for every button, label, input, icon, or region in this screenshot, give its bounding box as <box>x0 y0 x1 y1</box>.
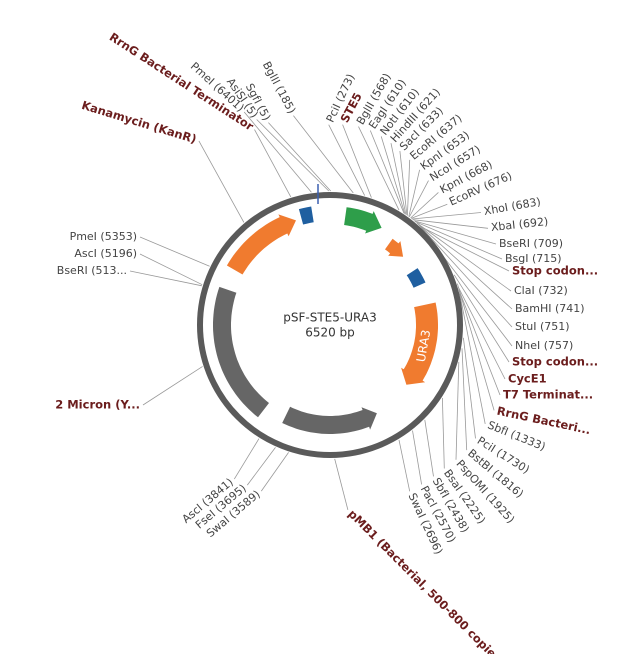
site-label: BseRI (709) <box>499 237 563 250</box>
leader-line <box>254 129 292 198</box>
leader-line <box>421 226 510 272</box>
leader-line <box>260 452 289 492</box>
leader-line <box>256 119 330 192</box>
leader-line <box>408 169 420 217</box>
leader-line <box>412 430 422 485</box>
site-label: BseRI (513... <box>57 264 127 277</box>
leader-line <box>411 212 482 220</box>
site-label: PmeI (5353) <box>70 230 137 243</box>
feature-arc <box>385 238 404 257</box>
leader-line <box>414 220 497 245</box>
leader-line <box>407 159 411 216</box>
feature-arc <box>298 206 314 225</box>
feature-arcs: URA3 <box>213 206 438 434</box>
leader-line <box>129 270 202 287</box>
feature-arc <box>344 207 382 234</box>
feature-label: T7 Terminat... <box>503 388 593 402</box>
leader-line <box>380 136 406 215</box>
leader-line <box>459 292 501 396</box>
feature-arc <box>226 214 296 275</box>
leader-line <box>142 366 203 406</box>
leader-line <box>246 447 276 486</box>
site-label: BamHI (741) <box>515 302 585 315</box>
leader-line <box>139 236 210 267</box>
leader-line <box>390 143 407 215</box>
leader-line <box>412 219 489 229</box>
site-label: XbaI (692) <box>490 215 549 234</box>
feature-label: CycE1 <box>508 372 547 386</box>
leader-line <box>463 337 476 439</box>
leader-line <box>418 224 513 328</box>
leader-line <box>415 221 503 260</box>
feature-label: Stop codon... <box>512 264 598 278</box>
site-label: XhoI (683) <box>483 195 542 218</box>
leader-lines <box>129 111 513 511</box>
leader-line <box>461 348 468 451</box>
feature-arc <box>282 406 377 434</box>
leader-line <box>358 126 400 211</box>
leader-line <box>410 192 439 219</box>
leader-line <box>458 287 506 380</box>
leader-line <box>417 223 513 310</box>
leader-line <box>268 122 331 192</box>
leader-line <box>416 222 512 292</box>
arrow-label: URA3 <box>414 329 433 363</box>
feature-arc <box>213 286 269 418</box>
feature-label: 2 Micron (Y... <box>55 398 140 412</box>
leader-line <box>399 151 408 216</box>
leader-line <box>198 140 245 223</box>
leader-line <box>455 361 460 460</box>
backbone-ring <box>197 192 463 458</box>
leader-line <box>408 180 429 218</box>
leader-line <box>424 419 434 477</box>
leader-line <box>453 274 510 363</box>
feature-arc <box>401 302 438 385</box>
plasmid-size: 6520 bp <box>305 326 355 340</box>
site-label: StuI (751) <box>515 320 570 333</box>
feature-label: Stop codon... <box>512 355 598 369</box>
site-label: BsgI (715) <box>505 252 562 265</box>
leader-line <box>233 438 260 480</box>
leader-line <box>369 130 405 214</box>
leader-line <box>411 203 448 219</box>
leader-line <box>458 287 486 424</box>
leader-line <box>293 115 354 194</box>
leader-line <box>398 439 411 492</box>
leader-line <box>328 124 366 196</box>
plasmid-name: pSF-STE5-URA3 <box>283 311 376 325</box>
site-label: AscI (5196) <box>74 247 137 260</box>
leader-line <box>457 283 495 411</box>
feature-arc <box>406 268 426 288</box>
leader-line <box>243 111 312 193</box>
leader-line <box>342 124 372 198</box>
leader-line <box>442 397 445 469</box>
site-label: ClaI (732) <box>514 284 568 297</box>
leader-line <box>139 253 203 286</box>
site-label: NheI (757) <box>515 339 573 352</box>
feature-label: Kanamycin (KanR) <box>80 98 198 146</box>
leader-line <box>334 458 349 511</box>
